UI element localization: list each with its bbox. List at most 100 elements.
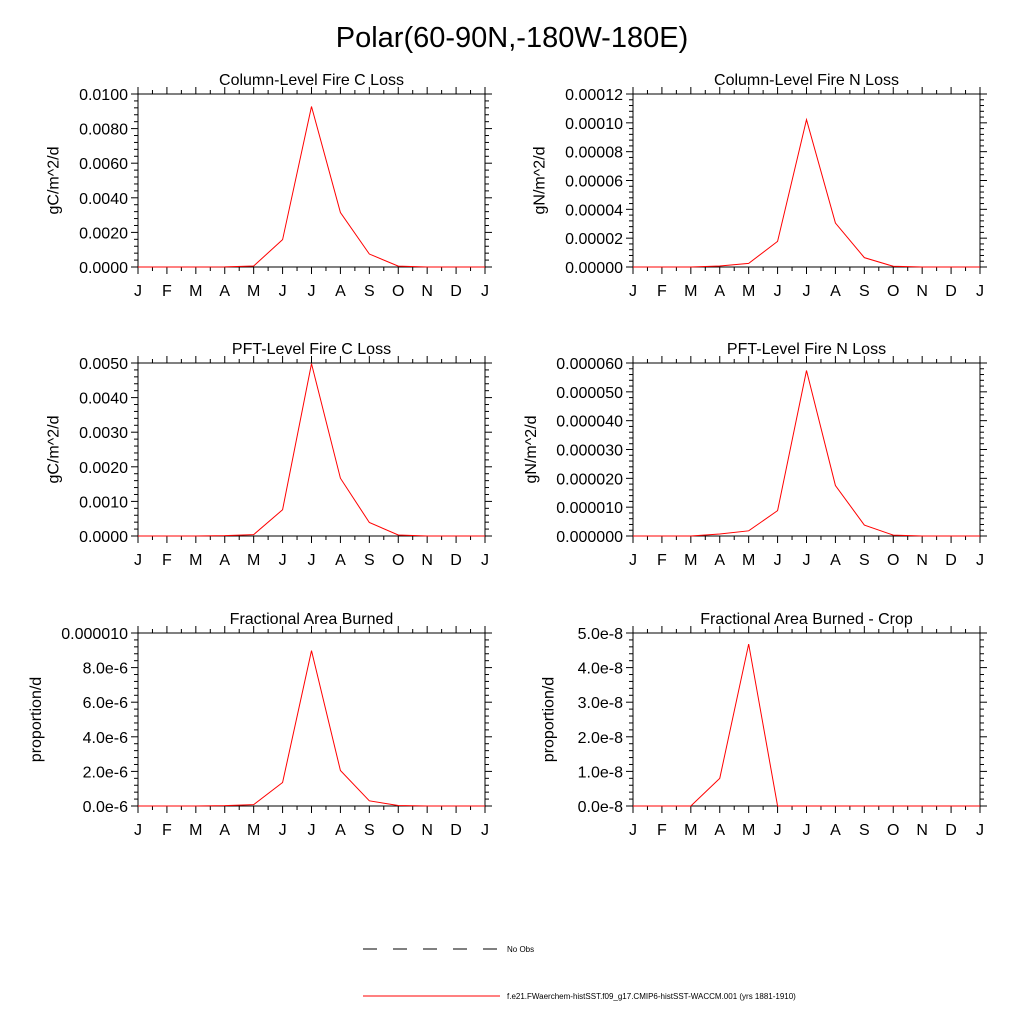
y-tick-label: 0.00008 [565,145,623,162]
plot-frame [632,632,981,807]
x-tick-label: J [308,283,316,300]
chart-panel-5: J F M A M J J A S O N D J0.0e-62.0e-64.0e-66.0e-68.0… [28,611,492,839]
x-tick-label: J [481,822,489,839]
x-tick-label: J [279,822,287,839]
x-tick-label: O [392,552,404,569]
x-tick-label: M [742,552,755,569]
x-tick-label: J [629,822,637,839]
y-tick-label: 0.0050 [79,356,128,373]
panel-title: Fractional Area Burned [230,611,394,628]
x-tick-label: S [364,552,375,569]
x-tick-label: A [335,283,346,300]
x-tick-label: S [859,822,870,839]
x-tick-label: F [162,552,172,569]
y-tick-label: 0.000010 [556,500,623,517]
x-tick-label: O [392,283,404,300]
y-axis-label: gN/m^2/d [532,147,549,215]
series-line-1 [633,370,980,537]
y-tick-label: 0.00006 [565,174,623,191]
panel-title: Column-Level Fire N Loss [714,72,899,89]
y-axis-label: proportion/d [28,677,45,762]
plot-frame [137,93,486,268]
y-tick-label: 8.0e-6 [83,661,128,678]
x-tick-label: J [629,552,637,569]
x-tick-label: J [803,552,811,569]
plot-frame [137,632,486,807]
x-tick-label: F [657,552,667,569]
x-tick-label: S [364,822,375,839]
x-tick-label: S [859,552,870,569]
x-tick-label: M [742,822,755,839]
x-tick-label: A [219,283,230,300]
x-tick-label: A [219,552,230,569]
y-tick-label: 0.00002 [565,231,623,248]
x-tick-label: A [335,552,346,569]
chart-panel-6: J F M A M J J A S O N D J0.0e-81.0e-82.0e-83.0e-84.0… [541,611,987,839]
x-tick-label: J [134,822,142,839]
x-tick-label: O [392,822,404,839]
y-tick-label: 2.0e-8 [578,730,623,747]
x-tick-label: J [976,283,984,300]
x-tick-label: J [308,552,316,569]
x-tick-label: M [742,283,755,300]
x-tick-label: D [450,283,462,300]
x-tick-label: F [657,822,667,839]
x-tick-label: M [189,822,202,839]
y-tick-label: 0.00012 [565,87,623,104]
y-tick-label: 4.0e-6 [83,730,128,747]
x-tick-label: S [859,283,870,300]
y-tick-label: 0.000060 [556,356,623,373]
x-tick-label: M [247,822,260,839]
x-tick-label: A [714,552,725,569]
x-tick-label: J [134,283,142,300]
x-tick-label: A [219,822,230,839]
y-axis-label: gC/m^2/d [46,416,63,484]
series-line-1 [633,643,980,807]
y-tick-label: 0.000000 [556,529,623,546]
x-tick-label: F [162,283,172,300]
x-tick-label: F [162,822,172,839]
chart-panel-4: J F M A M J J A S O N D J0.0000000.0000100.0000200.0… [523,341,987,569]
y-tick-label: 6.0e-6 [83,695,128,712]
x-tick-label: D [945,552,957,569]
y-tick-label: 0.0010 [79,494,128,511]
y-tick-label: 0.0040 [79,191,128,208]
chart-panel-1: J F M A M J J A S O N D J0.00000.00200.00400.00600.0… [46,72,492,300]
series-line-1 [138,363,485,537]
chart-panel-2: J F M A M J J A S O N D J0.000000.000020.000040.0000… [532,72,987,300]
x-tick-label: N [421,552,433,569]
legend-label-2: f.e21.FWaerchem-histSST.f09_g17.CMIP6-hi… [507,992,796,1001]
y-tick-label: 0.0080 [79,122,128,139]
y-tick-label: 0.00010 [565,116,623,133]
x-tick-label: J [134,552,142,569]
x-tick-label: N [916,552,928,569]
x-tick-label: J [774,822,782,839]
y-tick-label: 2.0e-6 [83,764,128,781]
y-tick-label: 0.0040 [79,391,128,408]
panel-title: PFT-Level Fire N Loss [727,341,886,358]
x-tick-label: A [335,822,346,839]
y-tick-label: 0.0e-8 [578,799,623,816]
x-tick-label: N [421,283,433,300]
x-tick-label: A [714,822,725,839]
x-tick-label: D [945,283,957,300]
x-tick-label: J [481,552,489,569]
x-tick-label: M [189,283,202,300]
y-axis-label: proportion/d [541,677,558,762]
x-tick-label: A [830,552,841,569]
y-tick-label: 0.0e-6 [83,799,128,816]
x-tick-label: O [887,283,899,300]
x-tick-label: O [887,552,899,569]
plot-frame [632,362,981,537]
legend-label-1: No Obs [507,945,534,954]
y-tick-label: 0.00000 [565,260,623,277]
x-tick-label: F [657,283,667,300]
y-tick-label: 3.0e-8 [578,695,623,712]
chart-panel-3: J F M A M J J A S O N D J0.00000.00100.00200.00300.0… [46,341,492,569]
y-tick-label: 0.000040 [556,414,623,431]
x-tick-label: M [247,283,260,300]
x-tick-label: S [364,283,375,300]
x-tick-label: J [774,283,782,300]
x-tick-label: J [803,822,811,839]
x-tick-label: M [684,822,697,839]
